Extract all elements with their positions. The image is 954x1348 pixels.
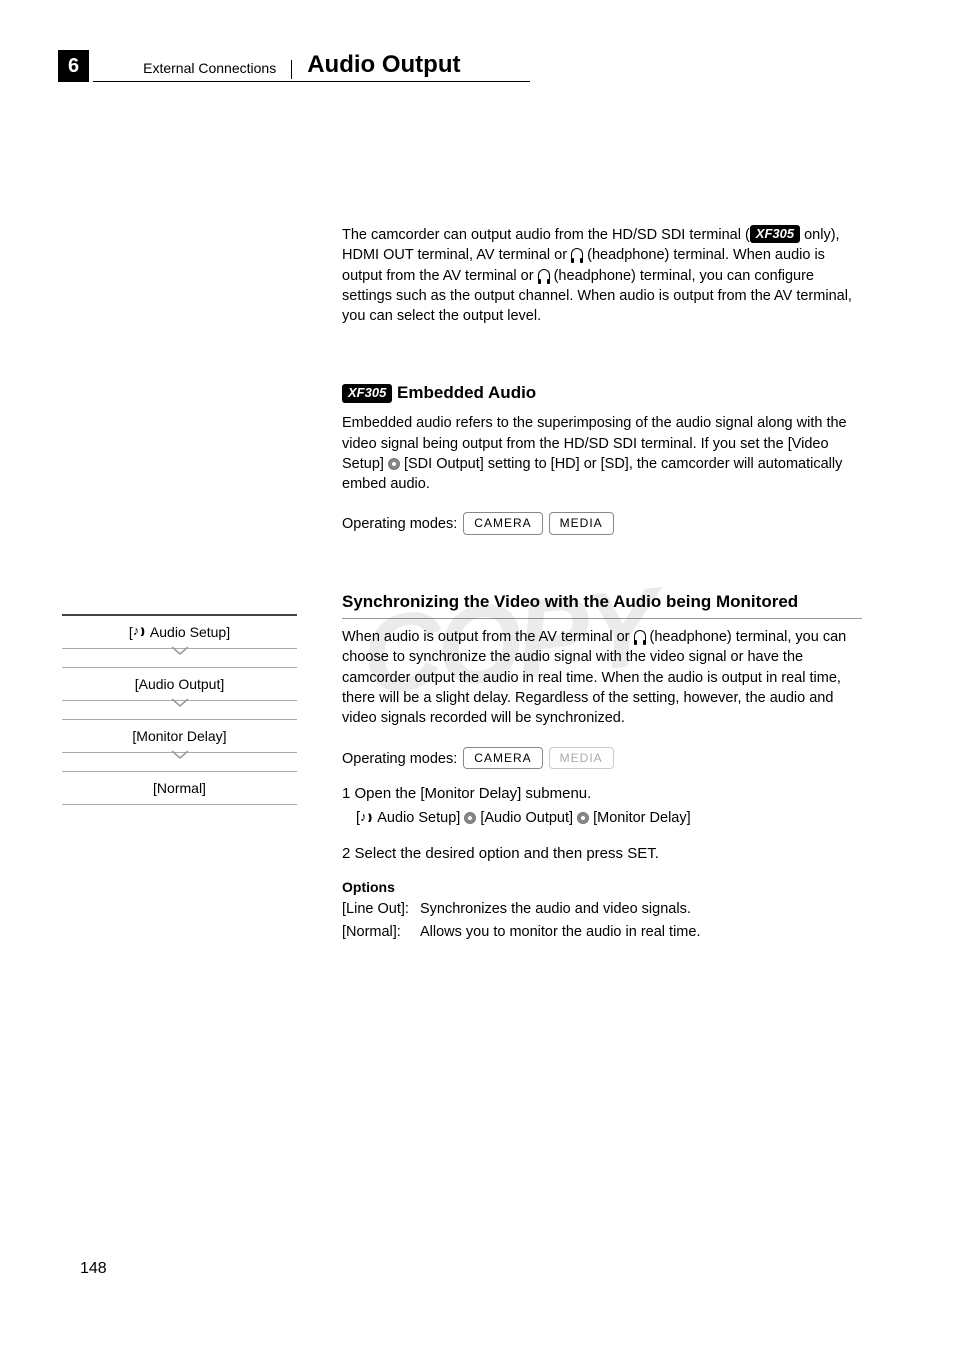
disc-icon (577, 812, 589, 824)
sidebar-chevron (62, 649, 297, 667)
speaker-icon (360, 810, 374, 824)
step-1: 1 Open the [Monitor Delay] submenu. (342, 783, 862, 804)
header-text-block: External Connections Audio Output (93, 51, 530, 82)
mode-camera-box: CAMERA (463, 747, 542, 770)
sync-heading: Synchronizing the Video with the Audio b… (342, 590, 862, 619)
op-modes-label: Operating modes: (342, 751, 457, 767)
speaker-icon (133, 625, 147, 639)
path-b: [Audio Output] (476, 810, 577, 826)
mode-camera-box: CAMERA (463, 512, 542, 535)
page-number: 148 (80, 1260, 107, 1278)
headphone-icon (634, 630, 646, 642)
mode-media-box-disabled: MEDIA (549, 747, 614, 770)
option-line-out: [Line Out]: Synchronizes the audio and v… (342, 899, 862, 919)
section-name: External Connections (93, 60, 292, 79)
mode-media-box: MEDIA (549, 512, 614, 535)
embedded-op-modes: Operating modes: CAMERA MEDIA (342, 512, 862, 535)
embedded-body: Embedded audio refers to the superimposi… (342, 413, 862, 494)
sidebar-chevron (62, 753, 297, 771)
sync-body: When audio is output from the AV termina… (342, 627, 862, 728)
sidebar-row-normal: [Normal] (62, 771, 297, 805)
sidebar-row-audio-setup: [ Audio Setup] (62, 614, 297, 649)
model-badge-xf305: XF305 (342, 384, 392, 402)
chapter-number-box: 6 (58, 50, 89, 82)
option-desc: Allows you to monitor the audio in real … (420, 922, 700, 942)
path-a: Audio Setup] (374, 810, 464, 826)
sync-body-a: When audio is output from the AV termina… (342, 629, 634, 645)
sync-op-modes: Operating modes: CAMERA MEDIA (342, 747, 862, 770)
chevron-down-icon (170, 697, 190, 709)
menu-path-sidebar: [ Audio Setup] [Audio Output] [Monitor D… (62, 614, 297, 805)
sb-text: Audio Setup] (147, 624, 230, 640)
path-c: [Monitor Delay] (589, 810, 691, 826)
option-normal: [Normal]: Allows you to monitor the audi… (342, 922, 862, 942)
page-header: 6 External Connections Audio Output (0, 0, 954, 82)
step-2: 2 Select the desired option and then pre… (342, 843, 862, 864)
chevron-down-icon (170, 749, 190, 761)
sidebar-chevron (62, 701, 297, 719)
sidebar-row-monitor-delay: [Monitor Delay] (62, 719, 297, 753)
embedded-audio-heading: XF305 Embedded Audio (342, 381, 862, 405)
main-content: COPY The camcorder can output audio from… (342, 225, 862, 942)
option-desc: Synchronizes the audio and video signals… (420, 899, 691, 919)
sidebar-row-audio-output: [Audio Output] (62, 667, 297, 701)
model-badge-xf305: XF305 (750, 225, 800, 243)
headphone-icon (538, 269, 550, 281)
options-heading: Options (342, 878, 862, 898)
chevron-down-icon (170, 645, 190, 657)
embedded-body-b: [SDI Output] setting to [HD] or [SD], th… (342, 456, 842, 492)
step-1-path: [ Audio Setup] [Audio Output] [Monitor D… (356, 808, 862, 828)
intro-paragraph: The camcorder can output audio from the … (342, 225, 862, 326)
embedded-heading-text: Embedded Audio (392, 383, 536, 402)
disc-icon (388, 458, 400, 470)
option-label: [Line Out]: (342, 899, 420, 919)
op-modes-label: Operating modes: (342, 516, 457, 532)
intro-text-1a: The camcorder can output audio from the … (342, 227, 750, 243)
headphone-icon (571, 248, 583, 260)
disc-icon (464, 812, 476, 824)
page-title: Audio Output (292, 51, 530, 79)
option-label: [Normal]: (342, 922, 420, 942)
